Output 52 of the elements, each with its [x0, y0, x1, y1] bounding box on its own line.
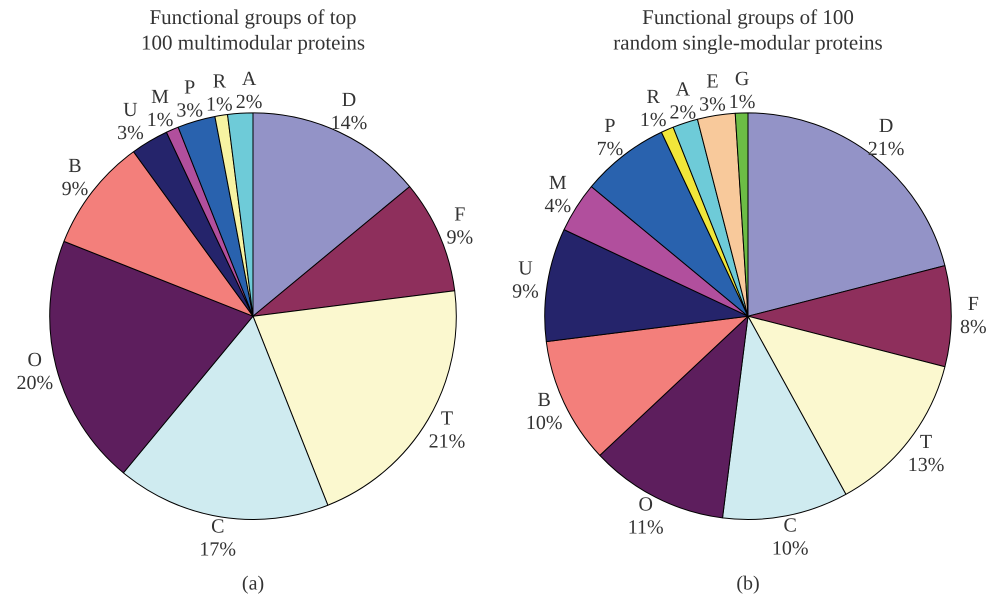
slice-label: U — [123, 99, 138, 122]
slice-label: M — [548, 172, 567, 194]
data-label: 9% — [62, 178, 88, 200]
data-label: 2% — [669, 102, 696, 124]
slice-label: O — [638, 494, 653, 516]
slice-label: P — [604, 114, 616, 137]
slice-label: M — [151, 86, 170, 108]
chart-title: Functional groups of top 100 multimodular proteins — [141, 5, 365, 54]
slice-label: B — [68, 154, 82, 177]
data-label: 9% — [512, 280, 539, 303]
data-label: 1% — [640, 109, 666, 132]
slice-label: F — [968, 292, 979, 315]
data-label: 10% — [526, 412, 562, 434]
text: (b) — [736, 572, 760, 594]
data-label: 21% — [868, 138, 904, 160]
data-label: 9% — [446, 226, 474, 248]
data-label: 1% — [728, 90, 756, 113]
data-label: 3% — [117, 122, 144, 144]
data-label: 13% — [908, 454, 944, 476]
slice-label: R — [212, 70, 227, 92]
slice-label: F — [454, 203, 466, 226]
data-label: 8% — [960, 316, 987, 338]
slice-label: D — [342, 89, 356, 112]
slice-label: E — [706, 70, 719, 92]
slice-label: P — [184, 76, 196, 99]
data-label: 20% — [16, 372, 54, 394]
slice-label: T — [440, 408, 454, 430]
slice-label: D — [878, 114, 894, 137]
slice-label: A — [676, 78, 691, 101]
slice-label: T — [920, 431, 932, 454]
chart-title: Functional groups of 100 random single-modular proteins — [613, 5, 883, 54]
data-label: 1% — [146, 109, 174, 132]
slice-label: A — [242, 68, 257, 90]
slice-label: O — [28, 348, 42, 371]
slice-label: U — [518, 258, 534, 280]
data-label: 10% — [772, 537, 809, 560]
data-label: 4% — [544, 195, 572, 218]
slice-label: B — [537, 388, 551, 411]
slice-label: C — [211, 515, 224, 538]
data-label: 2% — [236, 91, 262, 114]
data-label: 21% — [428, 430, 466, 453]
text: (a) — [242, 572, 264, 594]
data-label: 3% — [176, 100, 204, 122]
data-label: 17% — [199, 538, 236, 560]
data-label: 3% — [699, 93, 726, 116]
data-label: 14% — [330, 112, 368, 134]
slice-label: R — [646, 86, 660, 108]
slice-label: C — [784, 514, 797, 536]
data-label: 7% — [596, 138, 624, 160]
data-label: 11% — [628, 516, 664, 539]
data-label: 1% — [206, 93, 233, 116]
slice-label: G — [734, 68, 750, 90]
